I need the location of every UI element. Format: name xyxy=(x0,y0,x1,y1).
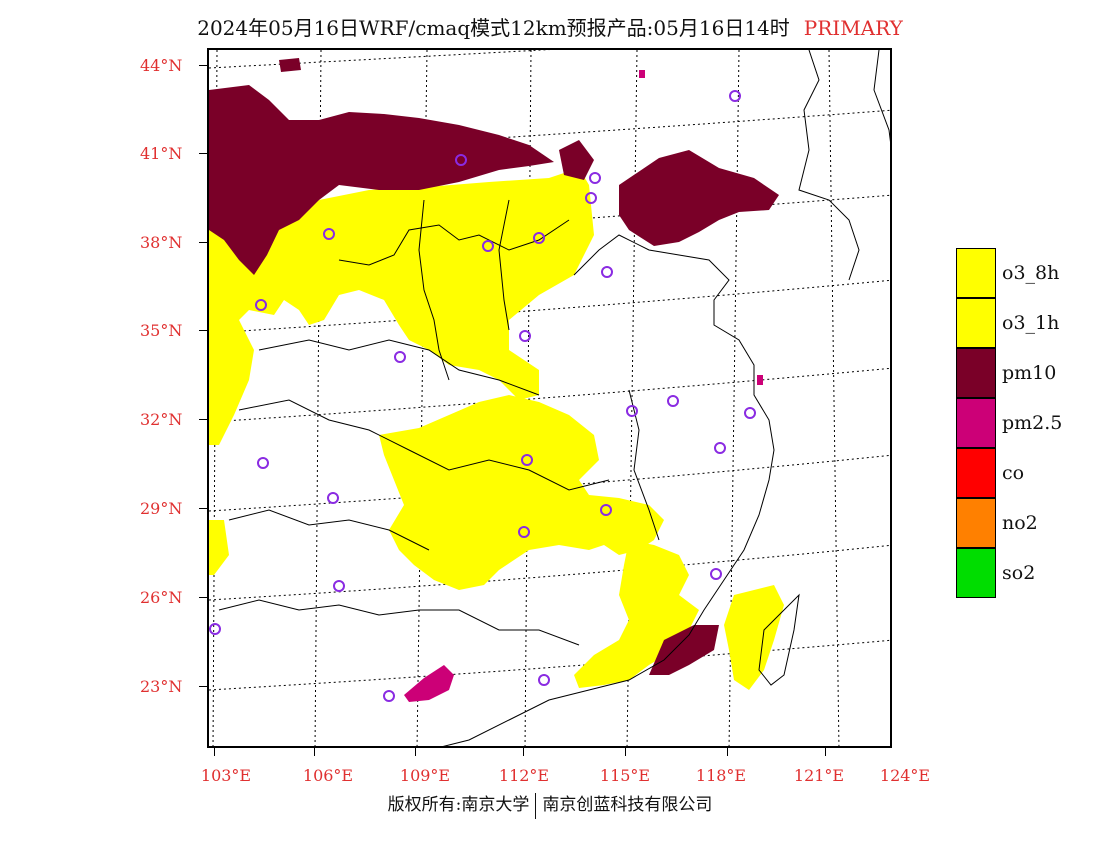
copyright-owner: 版权所有:南京大学 xyxy=(387,795,530,815)
lon-label: 109°E xyxy=(399,766,451,785)
lat-tick xyxy=(199,419,207,420)
station-markers xyxy=(209,90,756,702)
legend-swatch xyxy=(956,298,996,348)
lat-tick xyxy=(199,242,207,243)
forecast-map xyxy=(209,50,890,746)
lon-label: 124°E xyxy=(879,766,931,785)
lat-label: 26°N xyxy=(140,588,183,607)
ozone-area xyxy=(209,168,784,690)
lat-tick xyxy=(199,508,207,509)
lat-tick xyxy=(199,686,207,687)
legend-label: pm10 xyxy=(1002,362,1057,384)
copyright-separator xyxy=(535,792,537,819)
legend-swatch xyxy=(956,248,996,298)
legend-swatch xyxy=(956,498,996,548)
title-tag: PRIMARY xyxy=(803,16,903,40)
legend-label: co xyxy=(1002,462,1025,484)
lat-tick xyxy=(199,330,207,331)
pm10-area xyxy=(209,58,779,675)
lon-tick xyxy=(415,748,416,756)
legend-label: pm2.5 xyxy=(1002,412,1063,434)
legend-label: so2 xyxy=(1002,562,1036,584)
lat-label: 23°N xyxy=(140,677,183,696)
legend-label: o3_8h xyxy=(1002,262,1060,284)
lat-tick xyxy=(199,153,207,154)
legend-swatch xyxy=(956,398,996,448)
legend-swatch xyxy=(956,548,996,598)
map-title: 2024年05月16日WRF/cmaq模式12km预报产品:05月16日14时 P… xyxy=(0,12,1100,41)
lat-tick xyxy=(199,65,207,66)
lat-label: 29°N xyxy=(140,499,183,518)
lat-label: 35°N xyxy=(140,321,183,340)
title-main: 2024年05月16日WRF/cmaq模式12km预报产品:05月16日14时 xyxy=(197,16,790,40)
lon-tick xyxy=(523,748,524,756)
lon-label: 103°E xyxy=(200,766,252,785)
pm25-area xyxy=(404,70,763,702)
legend-swatch xyxy=(956,348,996,398)
lon-label: 121°E xyxy=(793,766,845,785)
lon-tick xyxy=(825,748,826,756)
lon-label: 118°E xyxy=(695,766,747,785)
lat-tick xyxy=(199,597,207,598)
lon-tick xyxy=(214,748,215,756)
lon-label: 115°E xyxy=(599,766,651,785)
legend-label: no2 xyxy=(1002,512,1038,534)
map-panel[interactable] xyxy=(207,48,892,748)
copyright-footer: 版权所有:南京大学 南京创蓝科技有限公司 xyxy=(0,790,1100,819)
lat-label: 41°N xyxy=(140,144,183,163)
legend-swatch xyxy=(956,448,996,498)
lon-tick xyxy=(625,748,626,756)
lat-label: 44°N xyxy=(140,56,183,75)
legend-label: o3_1h xyxy=(1002,312,1060,334)
lon-label: 106°E xyxy=(302,766,354,785)
lon-tick xyxy=(727,748,728,756)
lat-label: 38°N xyxy=(140,233,183,252)
lon-label: 112°E xyxy=(498,766,550,785)
lat-label: 32°N xyxy=(140,410,183,429)
boundaries xyxy=(218,50,890,746)
copyright-company: 南京创蓝科技有限公司 xyxy=(542,795,713,815)
lon-tick xyxy=(314,748,315,756)
